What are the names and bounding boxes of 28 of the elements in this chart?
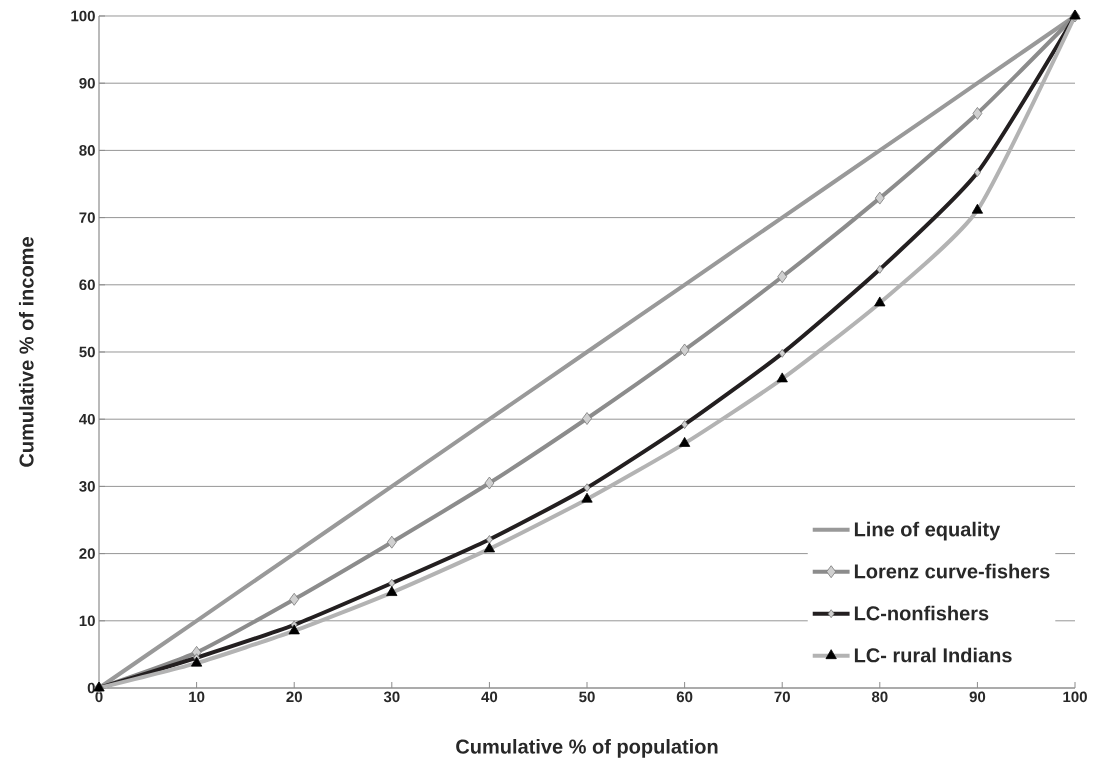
x-tick-label: 40 [481, 691, 498, 703]
legend-label: Lorenz curve-fishers [854, 563, 1050, 579]
y-tick-label: 0 [87, 682, 95, 694]
x-tick-label: 10 [189, 691, 205, 703]
legend-label: LC-nonfishers [854, 605, 989, 621]
x-tick-label: 90 [969, 691, 986, 703]
legend-label: LC- rural Indians [854, 647, 1012, 663]
x-tick-label: 0 [95, 691, 103, 703]
x-tick-label: 50 [579, 691, 595, 703]
y-tick-label: 10 [79, 615, 95, 627]
y-tick-label: 90 [79, 77, 95, 89]
y-tick-label: 100 [71, 10, 95, 22]
y-tick-label: 80 [79, 145, 95, 156]
x-tick-label: 100 [1063, 691, 1087, 703]
y-axis-title: Cumulative % of income [18, 237, 34, 467]
y-tick-label: 40 [79, 413, 95, 425]
y-tick-label: 30 [79, 481, 95, 492]
x-axis-title: Cumulative % of population [456, 738, 718, 758]
x-tick-label: 20 [286, 691, 302, 703]
x-tick-label: 70 [774, 691, 790, 703]
y-tick-label: 60 [79, 279, 95, 291]
x-tick-label: 30 [383, 691, 400, 703]
y-tick-label: 20 [79, 548, 95, 559]
x-tick-label: 80 [871, 691, 888, 703]
legend-label: Line of equality [854, 521, 1001, 541]
x-tick-label: 60 [676, 691, 693, 703]
y-tick-label: 70 [79, 212, 95, 223]
y-tick-label: 50 [79, 346, 95, 358]
